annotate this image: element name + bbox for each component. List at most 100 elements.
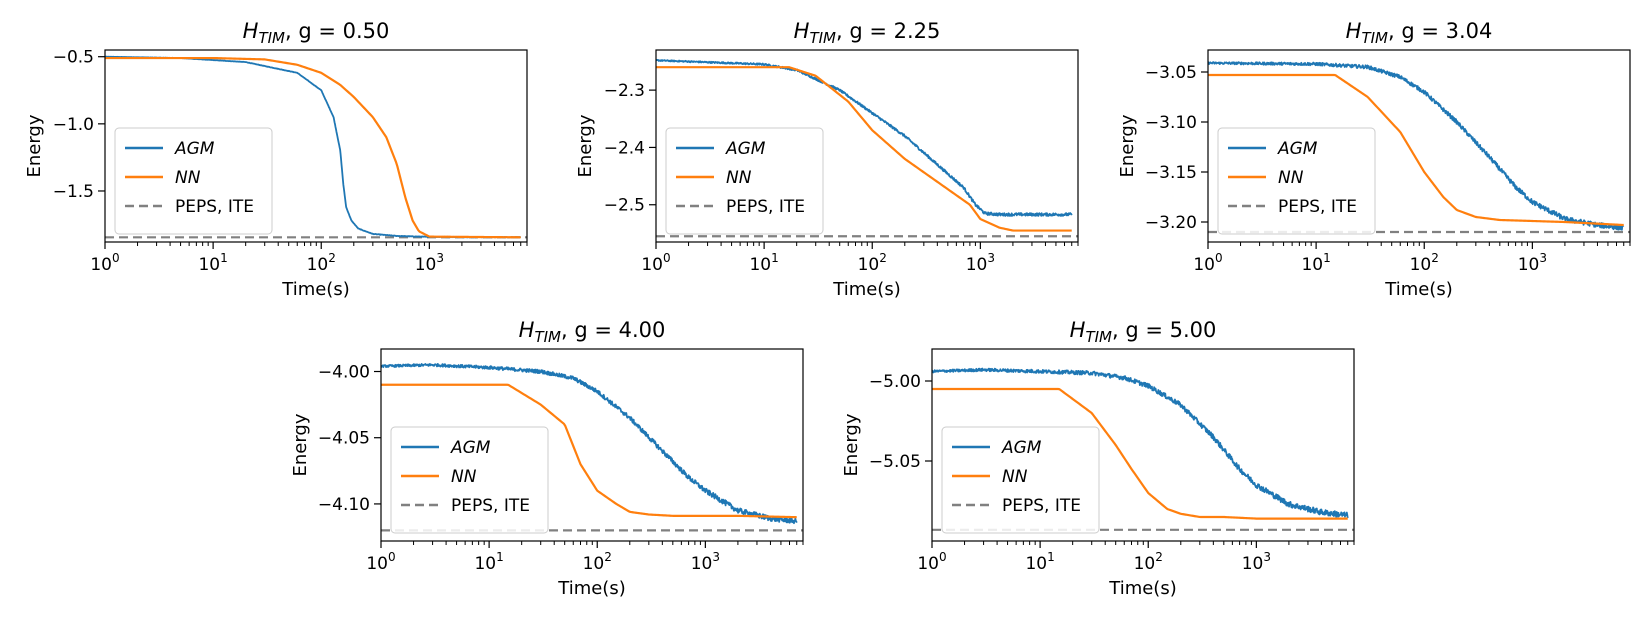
legend-label-1: AGM bbox=[174, 139, 215, 159]
y-tick-label: −4.00 bbox=[318, 363, 370, 383]
x-tick-exp: 1 bbox=[220, 251, 228, 265]
legend: AGM NN PEPS, ITE bbox=[114, 127, 273, 235]
legend-box bbox=[114, 127, 273, 235]
series-line-nn bbox=[381, 383, 797, 519]
x-tick-label: 101 bbox=[474, 550, 503, 574]
title-symbol: H bbox=[243, 19, 259, 43]
x-tick-base: 10 bbox=[1301, 255, 1323, 275]
title-subscript: TIM bbox=[1361, 29, 1388, 47]
x-tick-base: 10 bbox=[917, 554, 939, 574]
y-tick-label: −2.5 bbox=[604, 196, 645, 216]
legend-label-2: NN bbox=[451, 467, 477, 487]
legend-label-1: AGM bbox=[1001, 438, 1042, 458]
x-tick-exp: 1 bbox=[771, 251, 779, 265]
y-tick-label: −3.10 bbox=[1145, 113, 1197, 133]
x-tick-label: 103 bbox=[415, 251, 444, 275]
x-tick-exp: 2 bbox=[1431, 251, 1439, 265]
x-tick-base: 10 bbox=[366, 554, 388, 574]
y-tick-label: −2.4 bbox=[604, 138, 645, 158]
x-tick-exp: 0 bbox=[939, 550, 947, 564]
y-tick-label: −4.10 bbox=[318, 495, 370, 515]
x-tick-exp: 3 bbox=[712, 550, 720, 564]
x-tick-label: 100 bbox=[917, 550, 946, 574]
legend: AGM NN PEPS, ITE bbox=[941, 426, 1100, 534]
y-tick-label: −4.05 bbox=[318, 429, 370, 449]
legend-label-2: NN bbox=[726, 168, 752, 188]
title-text: , g = 0.50 bbox=[285, 19, 389, 43]
x-tick-base: 10 bbox=[1193, 255, 1215, 275]
x-tick-base: 10 bbox=[1134, 554, 1156, 574]
y-tick-label: −3.15 bbox=[1145, 163, 1197, 183]
legend-label-3: PEPS, ITE bbox=[726, 197, 805, 217]
x-tick-label: 101 bbox=[749, 251, 778, 275]
x-tick-label: 103 bbox=[1518, 251, 1547, 275]
legend-label-2: NN bbox=[175, 168, 201, 188]
x-tick-label: 103 bbox=[1242, 550, 1271, 574]
x-axis-label: Time(s) bbox=[1108, 578, 1176, 599]
x-axis-label: Time(s) bbox=[1384, 279, 1452, 300]
x-tick-base: 10 bbox=[1410, 255, 1432, 275]
legend-box bbox=[665, 127, 824, 235]
x-tick-base: 10 bbox=[1242, 554, 1264, 574]
series-line-agm bbox=[932, 367, 1349, 519]
x-tick-base: 10 bbox=[198, 255, 220, 275]
legend: AGM NN PEPS, ITE bbox=[665, 127, 824, 235]
chart-title: HTIM, g = 0.50 bbox=[243, 19, 390, 47]
legend-box bbox=[941, 426, 1100, 534]
y-tick-label: −1.5 bbox=[53, 182, 94, 202]
legend-label-3: PEPS, ITE bbox=[1002, 496, 1081, 516]
title-text: , g = 3.04 bbox=[1388, 19, 1492, 43]
legend: AGM NN PEPS, ITE bbox=[1217, 127, 1376, 235]
x-tick-exp: 2 bbox=[1155, 550, 1163, 564]
y-tick-label: −2.3 bbox=[604, 81, 645, 101]
series-line-agm bbox=[1208, 61, 1625, 231]
title-subscript: TIM bbox=[258, 29, 285, 47]
title-symbol: H bbox=[519, 318, 535, 342]
x-tick-base: 10 bbox=[641, 255, 663, 275]
x-tick-base: 10 bbox=[691, 554, 713, 574]
x-tick-label: 102 bbox=[858, 251, 887, 275]
x-tick-exp: 1 bbox=[1323, 251, 1331, 265]
legend-label-1: AGM bbox=[725, 139, 766, 159]
x-tick-label: 102 bbox=[307, 251, 336, 275]
title-symbol: H bbox=[1346, 19, 1362, 43]
title-subscript: TIM bbox=[809, 29, 836, 47]
legend-label-3: PEPS, ITE bbox=[1278, 197, 1357, 217]
x-tick-base: 10 bbox=[749, 255, 771, 275]
legend-label-3: PEPS, ITE bbox=[175, 197, 254, 217]
legend: AGM NN PEPS, ITE bbox=[390, 426, 549, 534]
legend-label-1: AGM bbox=[450, 438, 491, 458]
x-tick-label: 103 bbox=[691, 550, 720, 574]
x-tick-label: 100 bbox=[641, 251, 670, 275]
series-line-agm bbox=[656, 58, 1073, 217]
x-tick-label: 102 bbox=[583, 550, 612, 574]
y-axis-label: Energy bbox=[841, 413, 862, 476]
chart-title: HTIM, g = 4.00 bbox=[519, 318, 666, 346]
legend-label-3: PEPS, ITE bbox=[451, 496, 530, 516]
y-tick-label: −0.5 bbox=[53, 48, 94, 68]
x-axis-label: Time(s) bbox=[281, 279, 349, 300]
y-axis-label: Energy bbox=[290, 413, 311, 476]
y-axis-label: Energy bbox=[24, 114, 45, 177]
x-tick-exp: 0 bbox=[388, 550, 396, 564]
title-text: , g = 2.25 bbox=[836, 19, 940, 43]
x-tick-label: 100 bbox=[366, 550, 395, 574]
chart-title: HTIM, g = 3.04 bbox=[1346, 19, 1493, 47]
y-axis-label: Energy bbox=[1117, 114, 1138, 177]
x-axis-label: Time(s) bbox=[832, 279, 900, 300]
x-tick-exp: 3 bbox=[987, 251, 995, 265]
x-tick-label: 100 bbox=[90, 251, 119, 275]
title-symbol: H bbox=[794, 19, 810, 43]
x-tick-label: 100 bbox=[1193, 251, 1222, 275]
title-symbol: H bbox=[1070, 318, 1086, 342]
x-tick-exp: 0 bbox=[663, 251, 671, 265]
x-tick-exp: 0 bbox=[112, 251, 120, 265]
legend-box bbox=[1217, 127, 1376, 235]
title-text: , g = 4.00 bbox=[561, 318, 665, 342]
y-tick-label: −5.00 bbox=[869, 372, 921, 392]
y-tick-label: −3.20 bbox=[1145, 213, 1197, 233]
y-axis-label: Energy bbox=[575, 114, 596, 177]
series-line-nn bbox=[932, 387, 1348, 520]
x-tick-label: 101 bbox=[1301, 251, 1330, 275]
